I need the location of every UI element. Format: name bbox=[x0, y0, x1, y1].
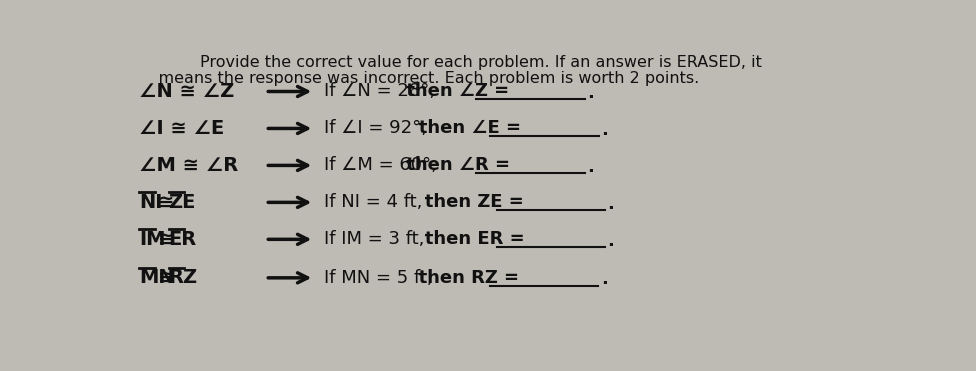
Text: .: . bbox=[608, 195, 615, 213]
Text: .: . bbox=[601, 121, 608, 139]
Text: ∠N ≅ ∠Z: ∠N ≅ ∠Z bbox=[139, 82, 234, 101]
Text: .: . bbox=[600, 270, 607, 288]
Text: means the response was incorrect. Each problem is worth 2 points.: means the response was incorrect. Each p… bbox=[138, 72, 699, 86]
Text: ≅: ≅ bbox=[158, 268, 174, 287]
Text: RZ: RZ bbox=[169, 268, 197, 287]
Text: ≅: ≅ bbox=[158, 193, 174, 212]
Text: then ZE =: then ZE = bbox=[406, 193, 530, 211]
Text: ∠I ≅ ∠E: ∠I ≅ ∠E bbox=[139, 119, 224, 138]
Text: then ∠R =: then ∠R = bbox=[400, 157, 516, 174]
Text: ER: ER bbox=[169, 230, 197, 249]
Text: then ∠E =: then ∠E = bbox=[400, 119, 527, 137]
Text: ZE: ZE bbox=[169, 193, 196, 212]
Text: If IM = 3 ft,: If IM = 3 ft, bbox=[323, 230, 424, 248]
Text: If ∠I = 92°,: If ∠I = 92°, bbox=[323, 119, 427, 137]
Text: NI: NI bbox=[139, 193, 162, 212]
Text: .: . bbox=[588, 158, 594, 176]
Text: then ER =: then ER = bbox=[406, 230, 531, 248]
Text: IM: IM bbox=[139, 230, 166, 249]
Text: Provide the correct value for each problem. If an answer is ERASED, it: Provide the correct value for each probl… bbox=[199, 55, 761, 69]
Text: ∠M ≅ ∠R: ∠M ≅ ∠R bbox=[139, 156, 238, 175]
Text: .: . bbox=[588, 84, 594, 102]
Text: .: . bbox=[608, 232, 615, 250]
Text: If NI = 4 ft,: If NI = 4 ft, bbox=[323, 193, 422, 211]
Text: then RZ =: then RZ = bbox=[406, 269, 525, 287]
Text: If ∠N = 28°,: If ∠N = 28°, bbox=[323, 82, 434, 101]
Text: MN: MN bbox=[139, 268, 175, 287]
Text: If ∠M = 60°,: If ∠M = 60°, bbox=[323, 157, 436, 174]
Text: If MN = 5 ft,: If MN = 5 ft, bbox=[323, 269, 432, 287]
Text: then ∠Z =: then ∠Z = bbox=[400, 82, 515, 101]
Text: ≅: ≅ bbox=[158, 230, 174, 249]
